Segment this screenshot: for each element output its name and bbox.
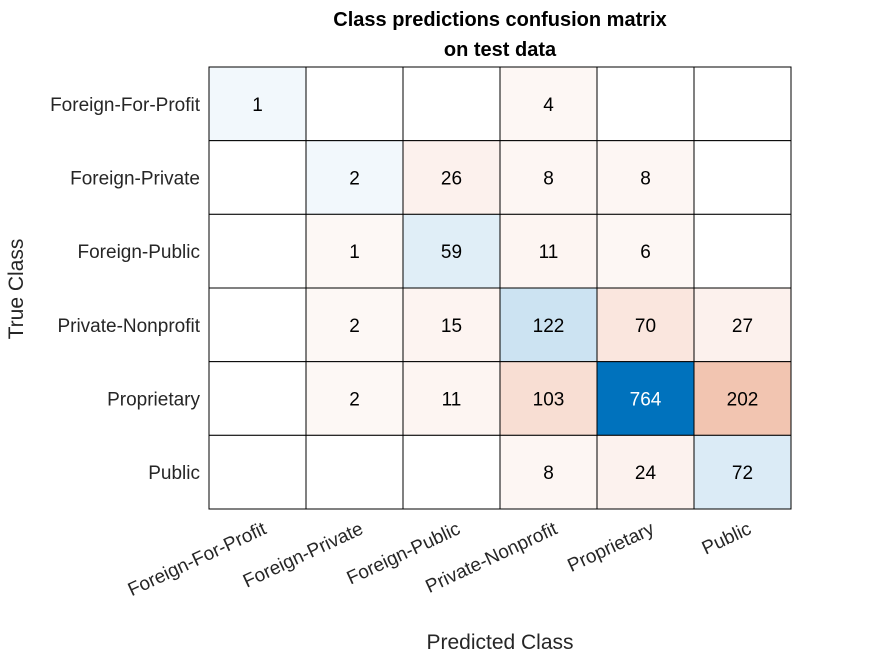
matrix-cell-r5-c0: [208, 434, 307, 510]
cell-value-r4-c2: 11: [442, 390, 462, 411]
cell-value-r3-c3: 122: [533, 316, 565, 337]
matrix-cell-r3-c2: [402, 287, 501, 363]
cell-value-r5-c5: 72: [732, 463, 753, 484]
matrix-cell-r4-c4: [596, 361, 695, 436]
matrix-cell-r0-c2: [402, 66, 501, 142]
y-tick-label-4: Proprietary: [107, 390, 200, 411]
cell-value-r3-c4: 70: [635, 316, 656, 337]
y-tick-label-2: Foreign-Public: [78, 242, 201, 263]
cell-value-r2-c4: 6: [640, 242, 651, 263]
matrix-cell-r3-c0: [208, 287, 307, 363]
matrix-cell-r4-c5: [693, 361, 792, 436]
cell-value-r3-c2: 15: [441, 316, 462, 337]
y-axis-label: True Class: [5, 239, 28, 340]
matrix-cell-r1-c4: [596, 140, 695, 215]
y-axis-tick-labels: Foreign-For-Profit Foreign-Private Foreign…: [50, 95, 201, 484]
cell-value-r3-c1: 2: [349, 316, 360, 337]
matrix-cell-r5-c1: [305, 434, 404, 510]
matrix-cell-r4-c0: [208, 361, 307, 436]
matrix-cell-r2-c0: [208, 213, 307, 289]
cell-value-r4-c5: 202: [727, 390, 759, 411]
matrix-cell-r1-c3: [499, 140, 598, 215]
cell-value-r4-c3: 103: [533, 390, 565, 411]
matrix-cell-r0-c1: [305, 66, 404, 142]
y-tick-label-5: Public: [148, 463, 200, 484]
matrix-cell-r2-c4: [596, 213, 695, 289]
matrix-cell-r0-c4: [596, 66, 695, 142]
y-tick-label-1: Foreign-Private: [70, 169, 200, 190]
matrix-cell-r5-c2: [402, 434, 501, 510]
matrix-cell-r5-c3: [499, 434, 598, 510]
cell-value-r3-c5: 27: [732, 316, 753, 337]
cell-value-r0-c3: 4: [543, 95, 554, 116]
cell-value-r1-c1: 2: [349, 169, 360, 190]
cell-value-r2-c1: 1: [349, 242, 360, 263]
x-axis-tick-labels: Foreign-For-ProfitForeign-PrivateForeign…: [125, 518, 755, 601]
matrix-cell-r3-c5: [693, 287, 792, 363]
cell-value-r4-c4: 764: [630, 390, 662, 411]
cell-value-r4-c1: 2: [349, 390, 360, 411]
cell-value-r0-c0: 1: [252, 95, 263, 116]
y-tick-label-3: Private-Nonprofit: [57, 316, 200, 337]
cell-value-r2-c2: 59: [441, 242, 462, 263]
matrix-cell-r0-c5: [693, 66, 792, 142]
matrix-cell-r5-c4: [596, 434, 695, 510]
cell-value-r5-c3: 8: [543, 463, 554, 484]
cell-value-r1-c2: 26: [441, 169, 462, 190]
matrix-cell-r0-c0: [208, 66, 307, 142]
matrix-cell-r1-c2: [402, 140, 501, 215]
cell-value-r1-c4: 8: [640, 169, 651, 190]
matrix-cell-r1-c0: [208, 140, 307, 215]
matrix-cell-r4-c1: [305, 361, 404, 436]
cell-value-r5-c4: 24: [635, 463, 657, 484]
cell-value-r2-c3: 11: [539, 242, 559, 263]
matrix-cell-r3-c4: [596, 287, 695, 363]
chart-title-line-1: Class predictions confusion matrix: [333, 9, 666, 31]
matrix-cell-r2-c5: [693, 213, 792, 289]
matrix-cell-r0-c3: [499, 66, 598, 142]
matrix-cell-r1-c5: [693, 140, 792, 215]
chart-title-line-2: on test data: [444, 39, 557, 61]
matrix-cell-r4-c3: [499, 361, 598, 436]
matrix-cell-r4-c2: [402, 361, 501, 436]
matrix-cell-r3-c3: [499, 287, 598, 363]
x-tick-label-5: Public: [699, 518, 755, 559]
matrix-cells: 1 4 2 26 8 8 1 59 11 6 2 15 122 70 27 2 11 103 764 202 8 24 72: [208, 66, 792, 510]
matrix-cell-r5-c5: [693, 434, 792, 510]
matrix-cell-r2-c2: [402, 213, 501, 289]
x-tick-label-4: Proprietary: [565, 518, 659, 577]
matrix-cell-r1-c1: [305, 140, 404, 215]
x-axis-label: Predicted Class: [426, 631, 573, 654]
y-tick-label-0: Foreign-For-Profit: [50, 95, 201, 116]
cell-value-r1-c3: 8: [543, 169, 554, 190]
